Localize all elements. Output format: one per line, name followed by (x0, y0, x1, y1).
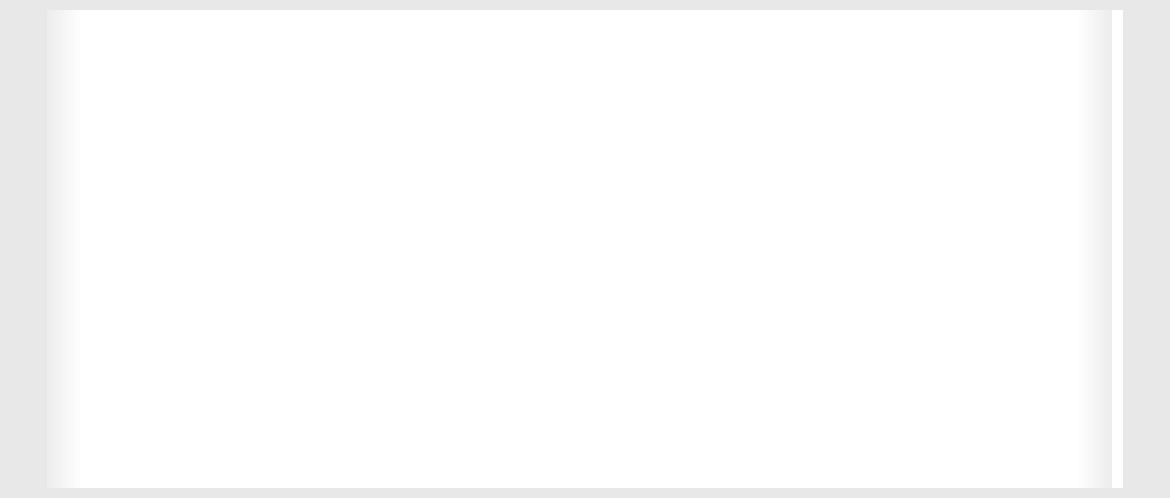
Text: velocity of the particle at time $t =$ 1? You: velocity of the particle at time $t =$ 1… (99, 294, 972, 340)
Text: $x(t) = t^{0.6}$ sin $(t + 4)$. What is the: $x(t) = t^{0.6}$ sin $(t + 4)$. What is … (99, 217, 771, 265)
Text: A particle travels along the $x$-axis such: A particle travels along the $x$-axis su… (99, 65, 921, 111)
Text: may use a calculator and round your: may use a calculator and round your (99, 371, 875, 413)
Text: answer to the nearest thousandth.: answer to the nearest thousandth. (99, 448, 827, 490)
Text: that its position is given by: that its position is given by (99, 139, 672, 182)
